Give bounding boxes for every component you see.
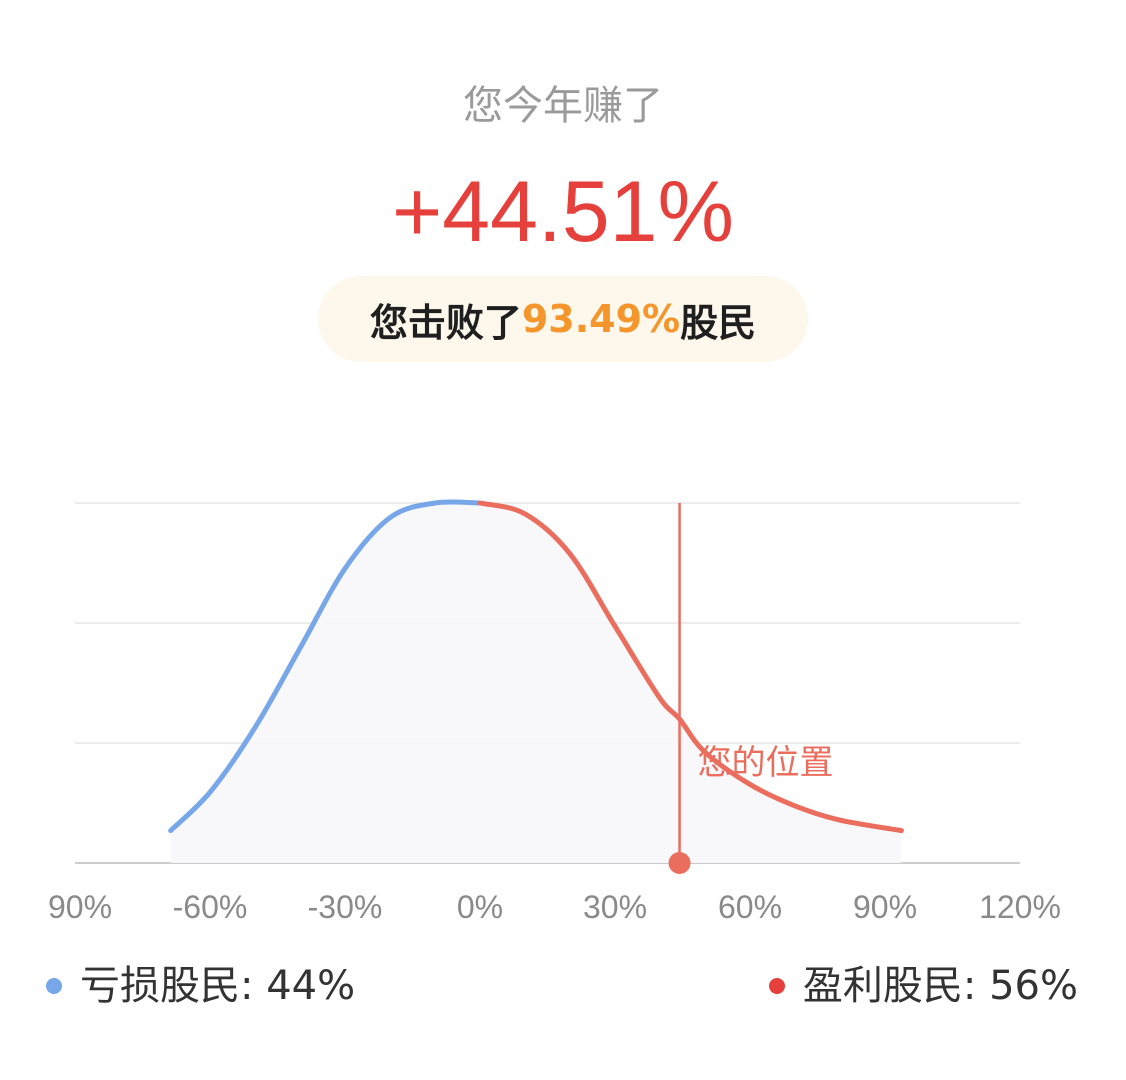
loss-dot-icon [46, 978, 62, 994]
profit-curve [477, 500, 904, 834]
x-tick-label: 90% [853, 889, 917, 925]
marker-dot [668, 852, 691, 874]
loss-curve [168, 499, 483, 834]
legend-profit-label: 盈利股民: 56% [802, 963, 1078, 1009]
legend-profit: 盈利股民: 56% [768, 958, 1078, 1014]
x-tick-label: 60% [718, 889, 782, 925]
beat-prefix: 您击败了 [369, 300, 522, 345]
area-fill [170, 501, 902, 863]
x-tick-label: -30% [308, 889, 383, 925]
marker-label: 您的位置 [698, 743, 834, 783]
beat-percentage-pill: 您击败了 93.49% 股民 [318, 276, 808, 362]
x-axis-ticks: 90% -60% -30% 0% 30% 60% 90% 120% [48, 889, 1061, 925]
x-tick-label: 0% [457, 889, 503, 925]
beat-suffix: 股民 [680, 300, 757, 345]
area-under-curve [480, 503, 902, 863]
legend-loss-label: 亏损股民: 44% [80, 963, 356, 1009]
subtitle: 您今年赚了 [463, 83, 663, 129]
annual-return-value: +44.51% [392, 164, 734, 260]
beat-percent: 93.49% [521, 297, 681, 341]
return-distribution-chart: 您的位置 90% -60% -30% 0% 30% 60% 90% 120% [48, 499, 1061, 925]
profit-dot-icon [768, 978, 785, 994]
x-tick-label: 90% [48, 889, 112, 925]
x-tick-label: 30% [583, 889, 647, 925]
position-marker: 您的位置 [668, 503, 834, 874]
distribution-curves [168, 499, 904, 834]
x-tick-label: -60% [173, 889, 248, 925]
x-tick-label: 120% [979, 889, 1061, 925]
area-under-curve [170, 501, 480, 863]
legend-loss: 亏损股民: 44% [46, 958, 355, 1014]
